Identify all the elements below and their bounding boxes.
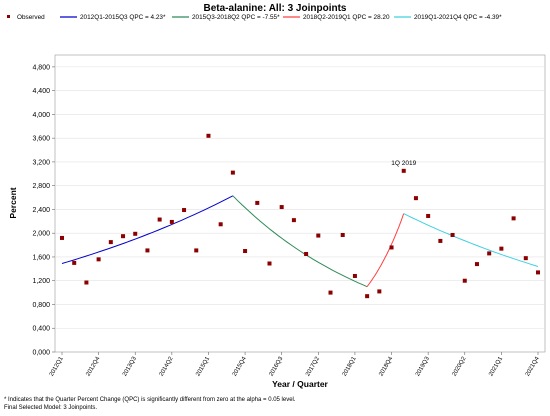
observed-point [523, 256, 528, 261]
y-tick-label: 2,400 [32, 207, 50, 214]
x-tick-label: 2014Q2 [159, 355, 175, 377]
legend-label-1: 2012Q1-2015Q3 QPC = 4.23* [80, 14, 166, 21]
observed-point [499, 246, 504, 251]
observed-point [182, 208, 187, 213]
x-tick-label: 2013Q3 [122, 355, 138, 377]
legend-label-4: 2019Q1-2021Q4 QPC = -4.39* [414, 14, 502, 21]
observed-point [279, 205, 284, 210]
observed-point [121, 234, 126, 239]
observed-point [511, 216, 516, 221]
observed-point [206, 133, 211, 138]
observed-point [413, 196, 418, 201]
trend-segment-2 [232, 195, 368, 288]
x-tick-label: 2016Q3 [269, 355, 285, 377]
observed-point [450, 232, 455, 237]
y-tick-label: 4,000 [32, 112, 50, 119]
y-tick-label: 2,800 [32, 183, 50, 190]
observed-point [60, 235, 64, 240]
observed-point [145, 248, 150, 253]
observed-point [169, 219, 174, 224]
trend-segment-4 [403, 213, 539, 267]
y-tick-label: 2,000 [32, 231, 50, 238]
y-tick-label: 0,000 [32, 350, 50, 357]
annotations: 1Q 2019 [391, 160, 416, 167]
y-tick-label: 3,600 [32, 136, 50, 143]
trend-lines [61, 195, 539, 288]
footnote-model: Final Selected Model: 3 Joinpoints. [4, 405, 98, 411]
observed-point [267, 261, 272, 266]
chart-title: Beta-alanine: All: 3 Joinpoints [204, 3, 347, 14]
y-tick-label: 4,800 [32, 64, 50, 71]
observed-point [72, 260, 77, 265]
legend-label-2: 2015Q3-2018Q2 QPC = -7.55* [192, 14, 280, 21]
x-tick-label: 2017Q2 [305, 355, 321, 377]
legend: Observed 2012Q1-2015Q3 QPC = 4.23* 2015Q3-… [7, 14, 502, 21]
observed-point [462, 278, 467, 283]
legend-label-3: 2018Q2-2019Q1 QPC = 28.20 [303, 14, 390, 21]
observed-point [401, 168, 406, 173]
y-tick-label: 0,800 [32, 302, 50, 309]
observed-point [84, 280, 89, 285]
x-tick-label: 2015Q4 [232, 355, 248, 377]
x-tick-label: 2015Q1 [195, 355, 211, 377]
observed-point [487, 251, 492, 256]
observed-point [291, 218, 296, 223]
observed-point [328, 290, 333, 295]
y-tick-label: 1,600 [32, 254, 50, 261]
annotation-label: 1Q 2019 [391, 160, 416, 167]
observed-point [316, 233, 321, 238]
gridlines [55, 66, 545, 329]
observed-point [377, 289, 382, 294]
observed-point [304, 251, 309, 256]
y-tick-label: 1,200 [32, 278, 50, 285]
x-tick-label: 2021Q4 [525, 355, 541, 377]
observed-point [426, 213, 431, 218]
x-tick-label: 2019Q3 [415, 355, 431, 377]
observed-points [60, 133, 540, 299]
plot-area [54, 54, 546, 353]
x-tick-label: 2018Q4 [378, 355, 394, 377]
observed-point [536, 270, 540, 275]
x-tick-label: 2012Q1 [49, 355, 65, 377]
observed-point [133, 231, 138, 236]
footnote-significance: * Indicates that the Quarter Percent Cha… [4, 397, 296, 403]
x-axis-ticks: 2012Q1 2012Q4 2013Q3 2014Q2 2015Q1 2015Q4 2016… [49, 352, 541, 377]
observed-point [352, 273, 357, 278]
observed-point [474, 262, 479, 267]
trend-segment-3 [366, 213, 405, 287]
observed-point [157, 217, 162, 222]
observed-point [108, 240, 113, 245]
observed-point [194, 248, 199, 253]
y-axis-title: Percent [8, 187, 18, 218]
observed-point [255, 200, 260, 205]
x-tick-label: 2020Q2 [452, 355, 468, 377]
observed-point [438, 238, 443, 243]
x-tick-label: 2021Q1 [488, 355, 504, 377]
y-tick-label: 3,200 [32, 159, 50, 166]
trend-segment-1 [61, 195, 234, 264]
y-tick-label: 0,400 [32, 326, 50, 333]
legend-observed-label: Observed [17, 14, 45, 21]
observed-point [340, 232, 345, 237]
observed-point [243, 249, 248, 254]
x-tick-label: 2018Q1 [342, 355, 358, 377]
observed-point [96, 257, 101, 262]
observed-point [389, 245, 394, 250]
x-axis-title: Year / Quarter [272, 379, 328, 389]
legend-observed-marker [7, 15, 10, 18]
observed-point [230, 170, 235, 175]
y-axis-ticks: 0,000 0,400 0,800 1,200 1,600 2,000 2,400 2,800… [32, 64, 55, 357]
y-tick-label: 4,400 [32, 88, 50, 95]
x-tick-label: 2012Q4 [85, 355, 101, 377]
observed-point [218, 222, 223, 227]
observed-point [365, 294, 370, 299]
